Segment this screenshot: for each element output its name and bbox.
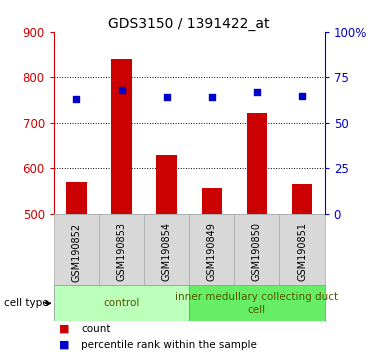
Text: ■: ■	[59, 324, 70, 333]
Text: inner medullary collecting duct
cell: inner medullary collecting duct cell	[175, 292, 338, 314]
Text: ■: ■	[59, 339, 70, 350]
Point	[119, 87, 125, 93]
Bar	[292, 184, 312, 214]
Bar	[54, 214, 99, 285]
Text: GSM190852: GSM190852	[71, 223, 81, 282]
Text: GSM190851: GSM190851	[297, 223, 307, 281]
Bar	[189, 285, 325, 321]
Point	[299, 93, 305, 98]
Point	[164, 95, 170, 100]
Point	[209, 95, 215, 100]
Bar	[111, 59, 132, 214]
Bar	[54, 285, 189, 321]
Point	[254, 89, 260, 95]
Bar	[279, 214, 325, 285]
Bar	[201, 188, 222, 214]
Text: control: control	[103, 298, 140, 308]
Text: GSM190854: GSM190854	[162, 223, 172, 281]
Text: GSM190849: GSM190849	[207, 223, 217, 281]
Text: GSM190853: GSM190853	[116, 223, 127, 281]
Text: percentile rank within the sample: percentile rank within the sample	[81, 339, 257, 350]
Title: GDS3150 / 1391422_at: GDS3150 / 1391422_at	[108, 17, 270, 31]
Bar	[234, 214, 279, 285]
Point	[73, 96, 79, 102]
Text: GSM190850: GSM190850	[252, 223, 262, 281]
Text: cell type: cell type	[4, 298, 48, 308]
Bar	[157, 155, 177, 214]
Bar	[99, 214, 144, 285]
Bar	[247, 113, 267, 214]
Bar	[189, 214, 234, 285]
Bar	[144, 214, 189, 285]
Bar	[66, 182, 86, 214]
Text: count: count	[81, 324, 111, 333]
